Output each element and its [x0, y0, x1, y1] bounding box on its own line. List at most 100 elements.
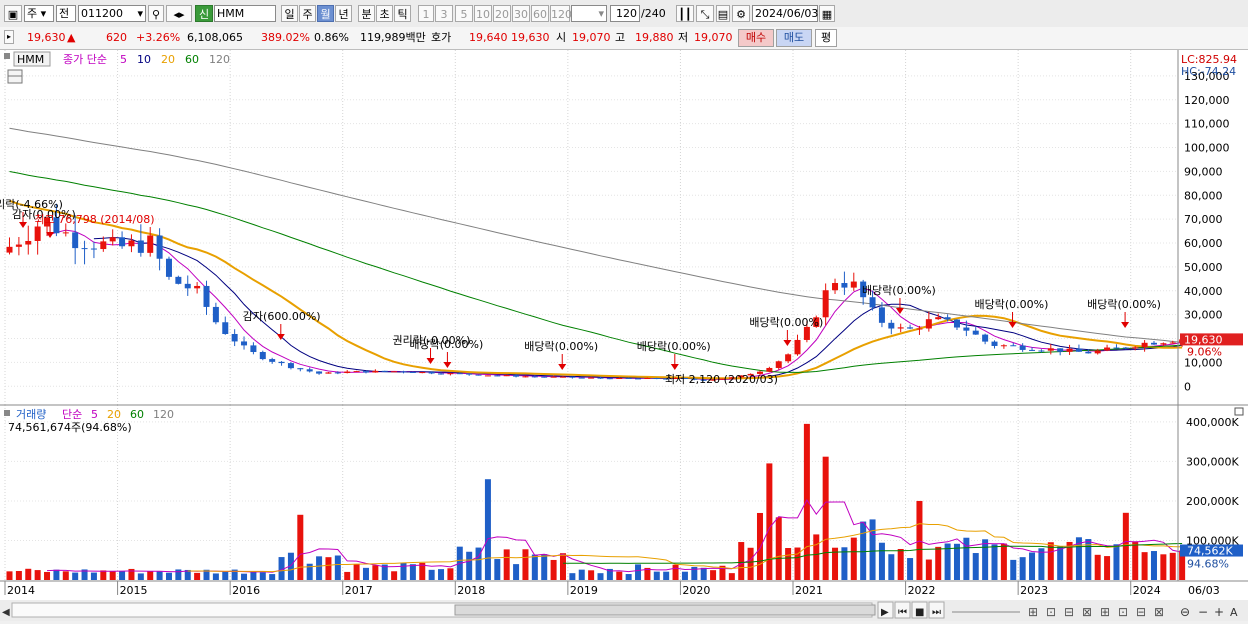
- interval-button-4[interactable]: 20: [493, 5, 511, 22]
- interval-button-0[interactable]: 1: [418, 5, 434, 22]
- candle-body-22: [212, 306, 219, 323]
- volume: 6,108,065: [187, 31, 243, 44]
- code-input[interactable]: 011200 ▾: [78, 5, 146, 22]
- candle-body-48: [456, 373, 463, 375]
- annotation-label-4: 권리락(-0.00%): [393, 334, 471, 347]
- buy-button[interactable]: 매수: [738, 29, 774, 47]
- candle-body-39: [372, 370, 379, 373]
- candle-body-117: [1104, 347, 1111, 351]
- gear-icon[interactable]: ⚙: [732, 5, 750, 22]
- volume-legend-period-0: 5: [91, 408, 98, 421]
- search-icon[interactable]: ⚲: [148, 5, 164, 22]
- period-tab-3[interactable]: 년: [335, 5, 352, 22]
- candle-body-14: [137, 240, 144, 253]
- candle-body-56: [531, 376, 538, 378]
- volume-bar-72: [681, 571, 688, 580]
- prev-select[interactable]: 전: [56, 5, 76, 22]
- down-arrow-icon-6: [558, 364, 567, 370]
- volume-tick-3: 100,000K: [1186, 534, 1239, 547]
- volume-bar-15: [147, 571, 154, 580]
- volume-bar-88: [832, 547, 839, 580]
- candle-body-37: [353, 371, 360, 373]
- eval-button[interactable]: 평: [815, 29, 837, 47]
- tool-icon-5: ⊡: [1118, 605, 1128, 619]
- volume-bar-90: [850, 537, 857, 580]
- volume-bar-27: [259, 572, 266, 580]
- expand-icon[interactable]: ▸: [4, 30, 14, 44]
- draw-tool-icon[interactable]: ⤡: [696, 5, 714, 22]
- period-tab-2[interactable]: 월: [317, 5, 334, 22]
- candle-body-5: [53, 217, 60, 234]
- high-label: 고: [615, 31, 626, 44]
- market-select[interactable]: 주 ▾: [24, 5, 54, 22]
- custom-interval-select[interactable]: ▾: [571, 5, 607, 22]
- volume-bar-107: [1010, 559, 1017, 580]
- volume-bar-118: [1113, 544, 1120, 580]
- tool-icon-6: ⊟: [1136, 605, 1146, 619]
- candle-body-91: [860, 281, 867, 298]
- candle-body-11: [109, 237, 116, 242]
- candle-body-118: [1113, 347, 1120, 349]
- volume-bar-60: [569, 573, 576, 580]
- interval-button-5[interactable]: 30: [512, 5, 530, 22]
- volume-bar-12: [119, 571, 126, 580]
- sell-button[interactable]: 매도: [776, 29, 812, 47]
- candle-icon[interactable]: ┃┃: [676, 5, 694, 22]
- window-icon[interactable]: ▣: [4, 5, 22, 22]
- down-arrow-icon-10: [895, 308, 904, 314]
- period-tab-1[interactable]: 주: [299, 5, 316, 22]
- new-badge[interactable]: 신: [195, 5, 213, 22]
- price-tick-0: 130,000: [1184, 70, 1230, 83]
- candle-body-77: [728, 377, 735, 379]
- price-legend-dot: [4, 53, 10, 59]
- volume-bar-71: [672, 564, 679, 580]
- period-tab-4[interactable]: 분: [358, 5, 375, 22]
- volume-bar-55: [522, 549, 529, 580]
- period-tab-5[interactable]: 초: [376, 5, 393, 22]
- interval-button-7[interactable]: 120: [550, 5, 572, 22]
- volume-legend-sub: 단순: [62, 408, 82, 421]
- candle-body-90: [850, 281, 857, 288]
- candle-body-60: [569, 376, 576, 378]
- volume-bar-11: [109, 571, 116, 580]
- last-volume-label: 74,562K: [1187, 545, 1233, 558]
- stock-name-field[interactable]: HMM: [214, 5, 276, 22]
- chevron-down-icon: ▾: [137, 7, 143, 20]
- price-change-pct: +3.26%: [136, 31, 181, 44]
- volume-bar-79: [747, 547, 754, 580]
- candle-body-89: [841, 283, 848, 288]
- volume-bar-103: [972, 553, 979, 580]
- period-tab-0[interactable]: 일: [281, 5, 298, 22]
- price-tick-2: 110,000: [1184, 118, 1230, 131]
- price-tick-8: 50,000: [1184, 261, 1223, 274]
- font-icon: A: [1230, 606, 1238, 619]
- candle-body-53: [503, 375, 510, 377]
- annotation-label-11: 배당락(0.00%): [975, 298, 1049, 311]
- volume-bar-57: [541, 554, 548, 580]
- price-legend-period-2: 20: [161, 53, 175, 66]
- interval-button-6[interactable]: 60: [531, 5, 549, 22]
- candle-body-62: [588, 377, 595, 379]
- playback-button-1: [894, 601, 911, 619]
- date-input[interactable]: 2024/06/03: [752, 5, 818, 22]
- interval-button-3[interactable]: 10: [474, 5, 492, 22]
- down-arrow-icon-5: [443, 362, 452, 368]
- volume-bar-8: [81, 569, 88, 580]
- annotation-label-3: 감자(600.00%): [243, 310, 321, 323]
- interval-button-1[interactable]: 3: [435, 5, 453, 22]
- playback-icon-1: ⏮: [898, 607, 907, 618]
- speaker-icon[interactable]: ◂▸: [166, 5, 192, 22]
- candle-body-57: [541, 376, 548, 378]
- count-input[interactable]: 120: [610, 5, 640, 22]
- volume-bar-102: [963, 537, 970, 580]
- volume-bar-80: [756, 512, 763, 580]
- save-icon[interactable]: ▤: [716, 5, 730, 22]
- interval-button-2[interactable]: 5: [455, 5, 473, 22]
- ask-price: 19,640: [469, 31, 508, 44]
- calendar-icon[interactable]: ▦: [819, 5, 835, 22]
- chart-svg[interactable]: 권리락(-4.66%)감자(0.00%)최고 76,798 (2014/08) 감…: [0, 50, 1248, 621]
- chart-area[interactable]: 권리락(-4.66%)감자(0.00%)최고 76,798 (2014/08) 감…: [0, 50, 1248, 621]
- candle-body-81: [766, 367, 773, 372]
- x-label-10: 2024: [1133, 584, 1161, 597]
- period-tab-6[interactable]: 틱: [394, 5, 411, 22]
